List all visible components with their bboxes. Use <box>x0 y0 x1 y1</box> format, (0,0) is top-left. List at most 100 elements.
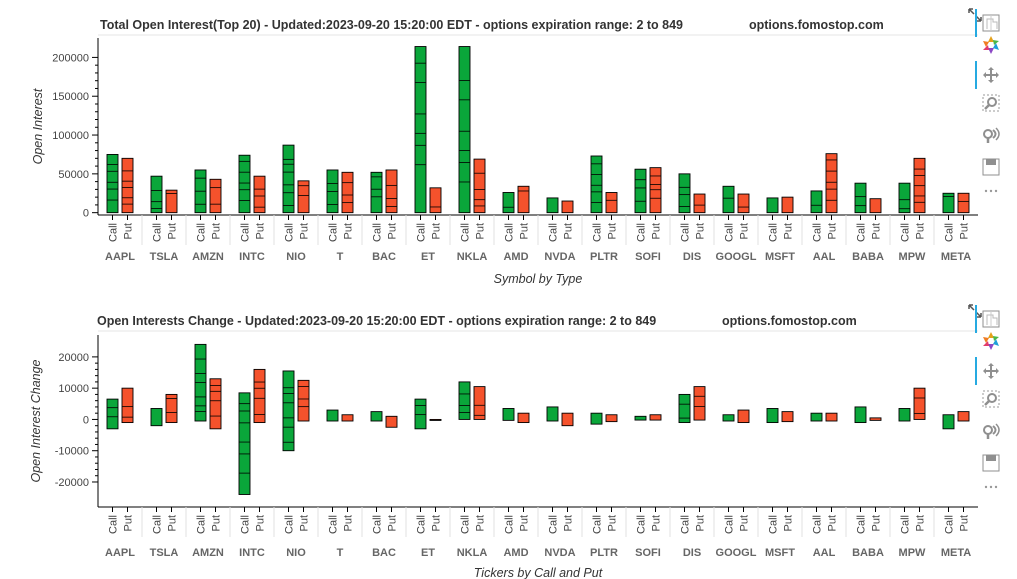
type-label: Put <box>783 223 795 240</box>
bar-call-meta <box>942 414 955 430</box>
bar-put-sofi <box>649 167 662 214</box>
bar-call-googl <box>722 185 735 214</box>
type-label: Put <box>387 515 399 532</box>
type-label: Call <box>548 223 560 242</box>
bar-put-nvda <box>561 200 574 214</box>
expand-icon[interactable] <box>964 4 986 26</box>
bar-call-googl <box>722 414 735 422</box>
chart-toolbar-top <box>968 8 1012 212</box>
type-label: Put <box>651 223 663 240</box>
group-label-aapl: AAPL <box>105 547 135 559</box>
bokeh-logo-icon[interactable] <box>980 330 1002 352</box>
bar-call-intc <box>238 154 251 214</box>
type-label: Call <box>592 223 604 242</box>
type-label: Call <box>900 515 912 534</box>
bar-call-pltr <box>590 412 603 425</box>
open-interest-change-chart: Open Interests Change - Updated:2023-09-… <box>29 314 978 579</box>
bokeh-logo-icon[interactable] <box>980 34 1002 56</box>
bar-call-dis <box>678 393 691 424</box>
bar-put-t <box>341 414 354 422</box>
type-label: Call <box>724 515 736 534</box>
save-icon[interactable] <box>980 452 1002 474</box>
bar-call-t <box>326 409 339 422</box>
bar-call-nvda <box>546 197 559 214</box>
expand-icon[interactable] <box>964 300 986 322</box>
type-label: Call <box>328 223 340 242</box>
bar-put-t <box>341 171 354 214</box>
y-axis-label: Open Interest <box>31 88 45 164</box>
type-label: Call <box>460 515 472 534</box>
group-label-sofi: SOFI <box>635 547 661 559</box>
box-zoom-icon[interactable] <box>980 388 1002 410</box>
lasso-icon[interactable] <box>975 9 1002 37</box>
box-zoom-icon[interactable] <box>980 92 1002 114</box>
bar-call-bac <box>370 411 383 422</box>
bar-put-baba <box>869 198 882 214</box>
group-label-nio: NIO <box>286 547 306 559</box>
bar-put-dis <box>693 193 706 214</box>
type-label: Put <box>959 515 971 532</box>
group-label-tsla: TSLA <box>150 251 179 263</box>
group-label-googl: GOOGL <box>716 251 757 263</box>
bar-put-intc <box>253 368 266 424</box>
bar-call-nvda <box>546 406 559 422</box>
type-label: Put <box>475 515 487 532</box>
type-label: Put <box>739 515 751 532</box>
more-icon[interactable] <box>980 476 1002 498</box>
y-tick-label: 200000 <box>52 52 89 64</box>
y-tick-label: -10000 <box>55 446 89 458</box>
type-label: Put <box>519 223 531 240</box>
bar-call-et <box>414 398 427 430</box>
pan-icon[interactable] <box>975 61 1002 89</box>
y-tick-label: -20000 <box>55 477 89 489</box>
type-label: Put <box>211 223 223 240</box>
wheel-zoom-icon[interactable] <box>980 420 1002 442</box>
bar-put-bac <box>385 415 398 428</box>
type-label: Call <box>240 223 252 242</box>
group-label-bac: BAC <box>372 547 396 559</box>
group-label-nvda: NVDA <box>544 547 575 559</box>
bar-put-msft <box>781 196 794 214</box>
more-icon[interactable] <box>980 180 1002 202</box>
wheel-zoom-icon[interactable] <box>980 124 1002 146</box>
type-label: Put <box>255 223 267 240</box>
group-label-aapl: AAPL <box>105 251 135 263</box>
group-label-t: T <box>337 547 344 559</box>
type-label: Put <box>827 515 839 532</box>
lasso-icon[interactable] <box>975 305 1002 333</box>
group-label-msft: MSFT <box>765 547 795 559</box>
bar-call-amd <box>502 408 515 421</box>
group-label-aal: AAL <box>813 251 836 263</box>
type-label: Call <box>240 515 252 534</box>
type-label: Put <box>739 223 751 240</box>
type-label: Call <box>680 223 692 242</box>
chart-title: Total Open Interest(Top 20) - Updated:20… <box>100 18 683 32</box>
save-icon[interactable] <box>980 156 1002 178</box>
bar-put-aapl <box>121 157 134 214</box>
bar-put-googl <box>737 409 750 424</box>
type-label: Call <box>108 223 120 242</box>
bar-call-msft <box>766 197 779 214</box>
type-label: Put <box>519 515 531 532</box>
type-label: Call <box>328 515 340 534</box>
type-label: Call <box>680 515 692 534</box>
y-tick-label: 0 <box>83 414 89 426</box>
bar-put-tsla <box>165 189 178 214</box>
type-label: Call <box>724 223 736 242</box>
group-label-baba: BABA <box>852 547 884 559</box>
x-axis-label: Symbol by Type <box>494 272 583 286</box>
type-label: Put <box>607 223 619 240</box>
bar-put-nvda <box>561 412 574 427</box>
type-label: Put <box>167 515 179 532</box>
bar-put-nkla <box>473 158 486 214</box>
bar-call-pltr <box>590 155 603 214</box>
pan-icon[interactable] <box>975 357 1002 385</box>
group-label-dis: DIS <box>683 547 701 559</box>
type-label: Put <box>343 223 355 240</box>
bar-call-nkla <box>458 46 471 214</box>
type-label: Put <box>123 223 135 240</box>
type-label: Put <box>915 223 927 240</box>
type-label: Call <box>152 223 164 242</box>
bar-call-nio <box>282 144 295 214</box>
type-label: Call <box>944 515 956 534</box>
